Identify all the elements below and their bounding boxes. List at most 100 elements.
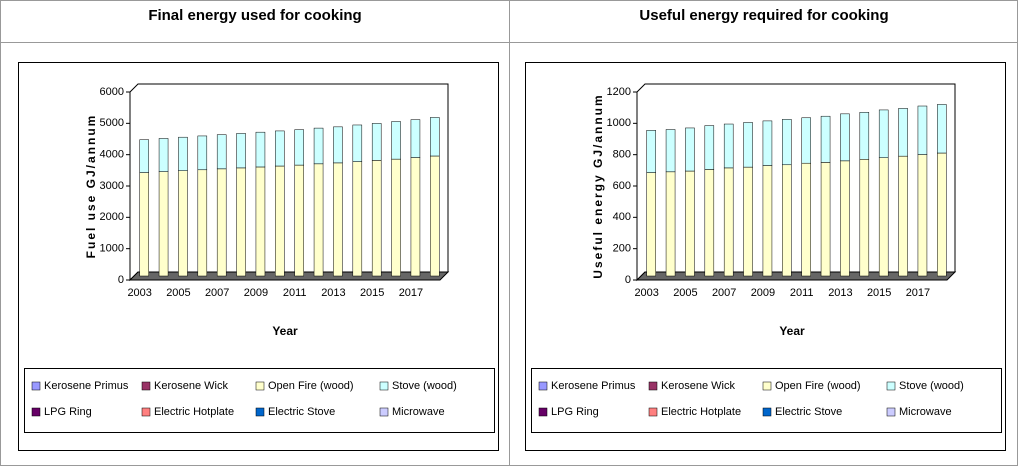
legend-label: Electric Hotplate <box>154 406 234 418</box>
bar-segment <box>371 123 382 161</box>
legend-swatch <box>31 381 41 391</box>
bar-segment <box>782 164 792 277</box>
bar-segment <box>917 105 928 155</box>
bar-segment <box>685 127 695 172</box>
bar-segment <box>430 155 440 277</box>
bar-segment <box>139 139 149 173</box>
bar-segment <box>352 161 363 277</box>
bar-segment <box>685 170 695 277</box>
bar-segment <box>840 160 850 277</box>
legend-swatch <box>762 407 772 417</box>
bar-segment <box>391 158 401 277</box>
bar-segment <box>197 169 208 277</box>
bar-segment <box>820 162 831 277</box>
bar-segment <box>236 133 246 169</box>
bar-segment <box>840 113 850 162</box>
y-tick-label: 3000 <box>100 180 124 192</box>
bar-segment <box>294 164 304 277</box>
legend-label: Open Fire (wood) <box>268 380 354 392</box>
bar-segment <box>743 122 753 168</box>
x-axis-label: Year <box>779 324 805 338</box>
legend-label: Kerosene Wick <box>661 380 735 392</box>
bar-segment <box>917 154 928 277</box>
x-tick-label: 2005 <box>673 287 697 299</box>
legend-label: Electric Hotplate <box>661 406 741 418</box>
legend-label: Kerosene Wick <box>154 380 228 392</box>
bar-segment <box>820 115 831 163</box>
legend-label: Electric Stove <box>268 406 335 418</box>
bar-segment <box>704 125 715 170</box>
legend-swatch <box>762 381 772 391</box>
legend-label: Kerosene Primus <box>551 380 636 392</box>
legend-box <box>24 368 495 433</box>
bar-segment <box>646 172 656 277</box>
legend-label: Stove (wood) <box>899 380 964 392</box>
bar-segment <box>762 165 773 277</box>
y-tick-label: 1200 <box>607 86 631 98</box>
x-tick-label: 2015 <box>360 287 384 299</box>
bar-segment <box>158 138 169 172</box>
legend-swatch <box>648 407 658 417</box>
bar-segment <box>410 157 421 277</box>
bar-segment <box>782 119 792 166</box>
x-tick-label: 2005 <box>166 287 190 299</box>
bar-segment <box>333 162 343 277</box>
chart-title: Useful energy required for cooking <box>639 7 888 24</box>
x-tick-label: 2007 <box>205 287 229 299</box>
legend-swatch <box>255 407 265 417</box>
legend-label: Kerosene Primus <box>44 380 129 392</box>
legend-label: Stove (wood) <box>392 380 457 392</box>
bar-segment <box>878 157 889 277</box>
x-tick-label: 2015 <box>867 287 891 299</box>
legend-swatch <box>141 407 151 417</box>
bar-segment <box>197 135 208 171</box>
legend-label: LPG Ring <box>551 406 599 418</box>
x-tick-label: 2017 <box>906 287 930 299</box>
bar-segment <box>139 172 149 277</box>
legend-swatch <box>31 407 41 417</box>
bar-segment <box>216 134 227 170</box>
legend-swatch <box>648 381 658 391</box>
bar-segment <box>313 127 324 165</box>
bar-segment <box>801 117 811 164</box>
bar-segment <box>665 171 676 277</box>
legend-label: Electric Stove <box>775 406 842 418</box>
bar-segment <box>275 130 285 167</box>
x-tick-label: 2003 <box>634 287 658 299</box>
bar-segment <box>723 167 734 277</box>
y-tick-label: 6000 <box>100 86 124 98</box>
x-tick-label: 2013 <box>828 287 852 299</box>
legend-label: Microwave <box>899 406 952 418</box>
bar-segment <box>333 126 343 164</box>
legend-swatch <box>538 381 548 391</box>
bar-segment <box>704 169 715 277</box>
x-tick-label: 2011 <box>790 287 814 299</box>
legend-swatch <box>255 381 265 391</box>
bar-segment <box>294 129 304 166</box>
legend-box <box>531 368 1002 433</box>
y-tick-label: 600 <box>613 180 631 192</box>
legend-swatch <box>886 407 896 417</box>
x-tick-label: 2017 <box>399 287 423 299</box>
y-tick-label: 0 <box>625 274 631 286</box>
y-tick-label: 2000 <box>100 211 124 223</box>
bar-segment <box>178 136 188 171</box>
legend-swatch <box>886 381 896 391</box>
y-tick-label: 200 <box>613 243 631 255</box>
legend-swatch <box>538 407 548 417</box>
bar-segment <box>255 131 266 168</box>
y-tick-label: 4000 <box>100 149 124 161</box>
bar-segment <box>391 121 401 160</box>
y-tick-label: 0 <box>118 274 124 286</box>
bar-segment <box>937 152 947 277</box>
bar-segment <box>216 168 227 277</box>
x-tick-label: 2011 <box>283 287 307 299</box>
x-tick-label: 2013 <box>321 287 345 299</box>
bar-segment <box>646 130 656 173</box>
legend-swatch <box>141 381 151 391</box>
bar-segment <box>430 117 440 157</box>
bar-segment <box>743 166 753 277</box>
x-tick-label: 2009 <box>751 287 775 299</box>
bar-segment <box>878 109 889 158</box>
bar-segment <box>723 123 734 169</box>
